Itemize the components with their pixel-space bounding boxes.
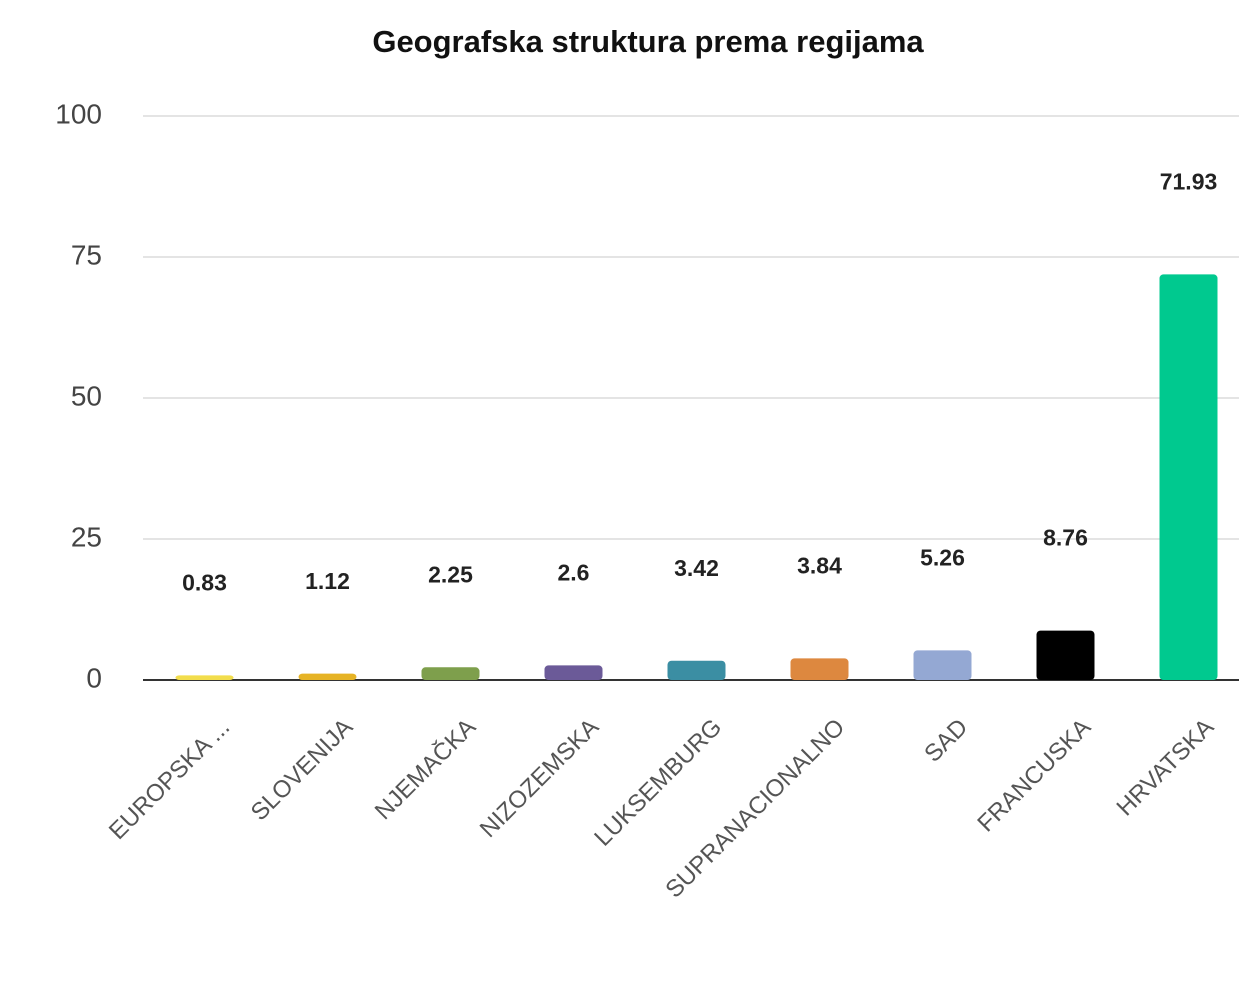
x-tick-label: SLOVENIJA	[246, 714, 358, 826]
x-tick-label: SAD	[919, 714, 973, 768]
x-tick-label: HRVATSKA	[1111, 714, 1219, 822]
value-label: 1.12	[305, 568, 350, 594]
value-label: 2.25	[428, 561, 473, 587]
x-tick-label: NIZOZEMSKA	[475, 714, 604, 843]
value-label: 0.83	[182, 569, 227, 595]
bar	[913, 650, 972, 680]
bar	[175, 675, 234, 680]
bar	[790, 658, 849, 680]
value-label: 71.93	[1160, 168, 1218, 194]
value-label: 2.6	[558, 559, 590, 585]
y-tick-label: 100	[55, 98, 102, 129]
bar	[667, 660, 726, 680]
value-label: 3.84	[797, 552, 842, 578]
bar	[1036, 630, 1095, 680]
y-tick-label: 25	[71, 521, 102, 552]
bar	[544, 665, 603, 680]
value-label: 8.76	[1043, 525, 1088, 551]
y-tick-label: 0	[86, 662, 102, 693]
x-tick-label: EUROPSKA ...	[104, 714, 235, 845]
x-tick-label: FRANCUSKA	[972, 714, 1096, 838]
bar	[1159, 274, 1218, 680]
bar	[298, 673, 357, 680]
chart-title: Geografska struktura prema regijama	[372, 24, 924, 59]
x-tick-label: LUKSEMBURG	[589, 714, 727, 852]
value-label: 3.42	[674, 555, 719, 581]
value-label: 5.26	[920, 544, 965, 570]
x-tick-label: NJEMAČKA	[369, 713, 481, 825]
bar	[421, 667, 480, 680]
y-tick-label: 50	[71, 380, 102, 411]
y-tick-label: 75	[71, 239, 102, 270]
